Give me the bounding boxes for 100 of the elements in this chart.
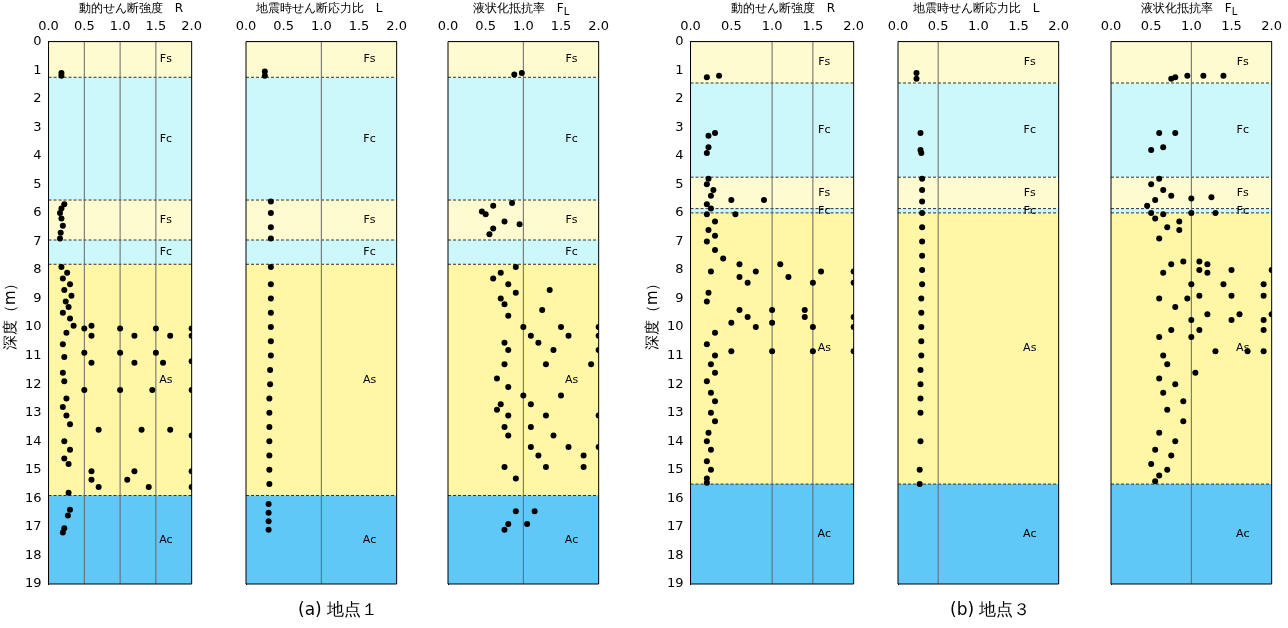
x-tick-label: 0.5 <box>73 18 95 34</box>
y-tick-label: 4 <box>675 147 684 163</box>
y-tick-label: 17 <box>25 518 42 534</box>
band-label: Fc <box>1023 122 1036 136</box>
band-label: Fc <box>818 203 831 217</box>
x-tick-label: 0.5 <box>273 18 295 34</box>
y-axis-title: 深度（m） <box>642 275 661 351</box>
point <box>267 338 274 345</box>
x-tick-label: 0.0 <box>680 18 701 34</box>
band-label: Fs <box>1236 185 1250 199</box>
band-label: Fs <box>363 52 376 66</box>
band-label: Fs <box>159 52 173 66</box>
band-label: Fc <box>818 122 831 136</box>
y-tick-label: 0 <box>33 32 42 48</box>
band-label: Fs <box>1023 185 1037 199</box>
band-label: Fc <box>565 131 578 145</box>
band-label: Fc <box>565 245 578 258</box>
y-tick-label: 5 <box>675 175 684 191</box>
x-tick-label: 1.0 <box>1180 18 1202 34</box>
y-tick-label: 16 <box>25 489 42 505</box>
y-tick-label: 1 <box>33 61 42 77</box>
y-tick-label: 6 <box>33 204 42 220</box>
band-label: Fs <box>363 212 376 226</box>
point <box>266 481 273 488</box>
band-label: Fs <box>159 212 173 226</box>
y-axis-title: 深度（m） <box>0 275 19 351</box>
y-tick-label: 0 <box>675 32 684 48</box>
point <box>261 72 268 79</box>
point <box>267 295 274 302</box>
x-axis-title: 液状化抵抗率 F$_{L}$ <box>1139 0 1239 18</box>
band-label: Fs <box>1023 55 1037 69</box>
x-axis-title: 液状化抵抗率 F$_{L}$ <box>471 0 571 18</box>
y-tick-label: 7 <box>675 232 684 248</box>
y-tick-label: 15 <box>667 461 684 477</box>
y-tick-label: 14 <box>25 432 42 448</box>
band-label: Fs <box>1236 55 1250 69</box>
y-tick-label: 15 <box>25 461 42 477</box>
y-tick-label: 18 <box>667 546 684 562</box>
text: (a) 地点１ <box>298 598 379 621</box>
x-tick-label: 1.5 <box>348 18 370 34</box>
band-label: Fc <box>363 245 376 258</box>
point <box>266 438 273 445</box>
y-tick-label: 2 <box>675 90 684 106</box>
x-tick-label: 2.0 <box>1048 18 1070 34</box>
y-tick-label: 12 <box>25 375 42 391</box>
x-tick-label: 0.5 <box>927 18 949 34</box>
band-label: Fc <box>363 131 376 145</box>
x-axis-title: 地震時せん断応力比 L <box>911 0 1041 17</box>
y-tick-label: 17 <box>667 518 684 534</box>
y-tick-label: 11 <box>667 347 684 362</box>
x-tick-label: 0.0 <box>437 18 459 34</box>
band-label: Ac <box>1236 526 1250 540</box>
x-tick-label: 0.0 <box>38 18 59 34</box>
y-tick-label: 12 <box>667 375 684 391</box>
point <box>265 526 272 533</box>
y-tick-label: 14 <box>667 432 684 448</box>
y-tick-label: 3 <box>33 118 42 134</box>
band-label: As <box>564 372 579 386</box>
text: (b) 地点３ <box>950 598 1031 621</box>
band-label: As <box>362 372 377 386</box>
band-label: Fs <box>818 55 831 69</box>
y-tick-label: 9 <box>33 289 42 305</box>
x-tick-label: 2.0 <box>386 18 408 34</box>
y-tick-label: 13 <box>25 404 42 420</box>
y-tick-label: 7 <box>33 232 42 248</box>
x-tick-label: 1.5 <box>1221 18 1242 34</box>
y-tick-label: 10 <box>25 318 42 334</box>
y-tick-label: 4 <box>33 147 42 163</box>
band-label: Ac <box>564 532 579 546</box>
x-tick-label: 1.5 <box>802 18 824 34</box>
x-tick-label: 2.0 <box>1261 18 1283 34</box>
point <box>267 366 274 373</box>
y-tick-label: 13 <box>667 404 684 420</box>
x-tick-label: 1.0 <box>512 18 534 34</box>
y-tick-label: 1 <box>675 61 684 77</box>
band-label: As <box>817 341 832 355</box>
y-tick-label: 3 <box>675 118 684 134</box>
x-tick-label: 1.0 <box>761 18 783 34</box>
y-tick-label: 10 <box>667 318 684 334</box>
x-axis-title: 地震時せん断応力比 L <box>254 0 384 17</box>
point <box>267 224 274 231</box>
point <box>267 209 274 216</box>
point <box>265 518 272 525</box>
x-tick-label: 2.0 <box>843 18 865 34</box>
x-axis-title: 動的せん断強度 R <box>729 0 837 17</box>
x-axis-title: 動的せん断強度 R <box>77 0 185 17</box>
y-tick-label: 18 <box>25 546 42 562</box>
y-tick-label: 8 <box>675 261 684 277</box>
band-label: Ac <box>159 532 173 546</box>
x-tick-label: 2.0 <box>181 18 203 34</box>
y-tick-label: 11 <box>25 347 42 362</box>
band-label: Fc <box>159 245 173 258</box>
point <box>267 235 274 242</box>
x-tick-label: 0.0 <box>887 18 909 34</box>
x-tick-label: 0.5 <box>475 18 497 34</box>
x-tick-label: 1.0 <box>967 18 989 34</box>
point <box>266 423 273 430</box>
x-tick-label: 1.0 <box>310 18 332 34</box>
point <box>267 264 274 271</box>
point <box>267 381 274 388</box>
